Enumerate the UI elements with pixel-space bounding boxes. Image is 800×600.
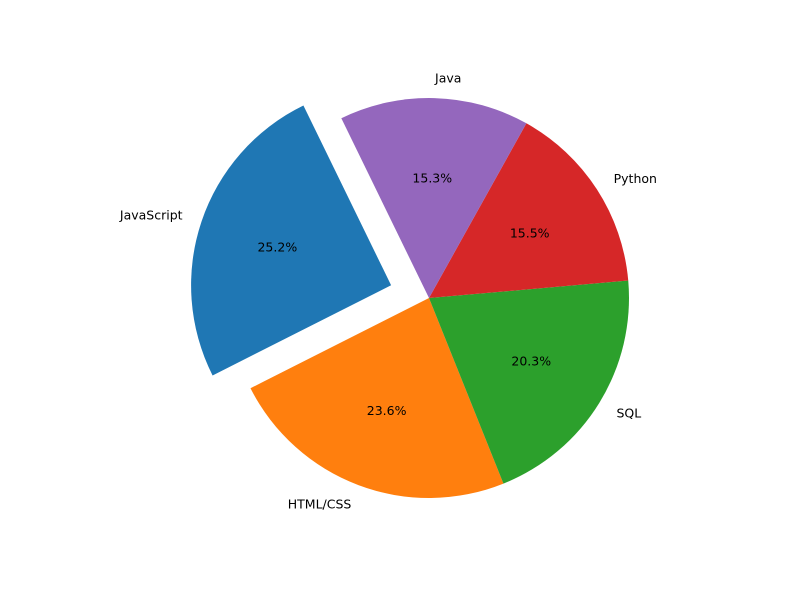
pie-slices (191, 98, 629, 498)
pie-slice-python (429, 123, 629, 298)
percent-label-java: 15.3% (412, 171, 452, 186)
category-label-python: Python (614, 171, 657, 186)
pie-slice-javascript (191, 105, 392, 376)
percent-label-python: 15.5% (510, 225, 550, 240)
pie-slice-html-css (250, 298, 504, 498)
pie-slice-sql (429, 280, 629, 484)
category-label-html-css: HTML/CSS (288, 496, 352, 511)
pie-slice-java (341, 98, 527, 299)
category-label-sql: SQL (616, 406, 641, 421)
pie-labels: JavaScript 25.2% HTML/CSS 23.6% SQL 20.3% Pyth… (119, 71, 657, 512)
percent-label-sql: 20.3% (511, 353, 551, 368)
category-label-javascript: JavaScript (119, 208, 183, 223)
percent-label-javascript: 25.2% (257, 239, 297, 254)
percent-label-html-css: 23.6% (367, 403, 407, 418)
category-label-java: Java (434, 71, 461, 86)
